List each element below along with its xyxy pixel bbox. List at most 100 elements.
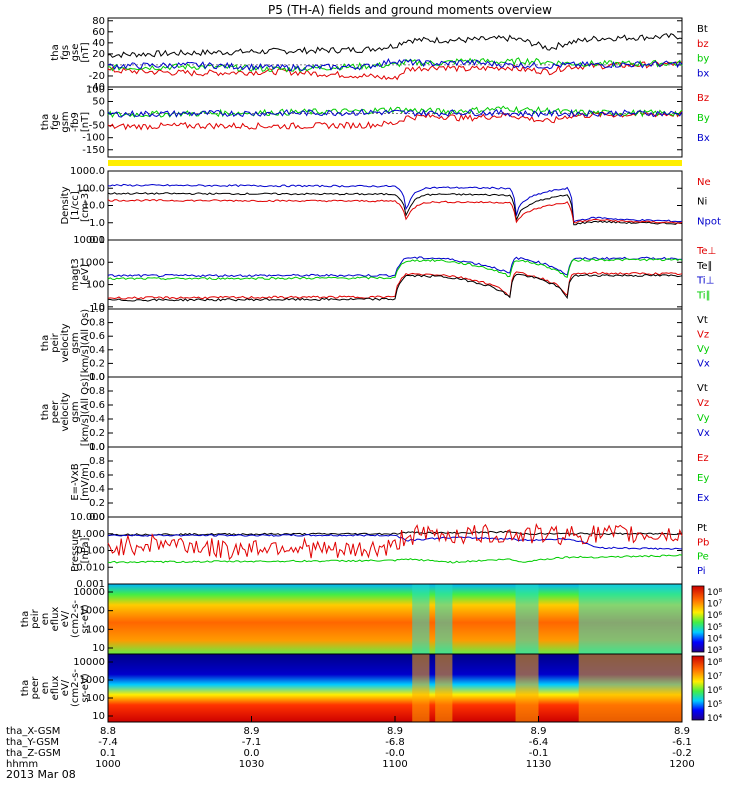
ylabel-line: gsm — [70, 332, 81, 353]
y-tick-label: -50 — [89, 121, 105, 132]
series-line-Bx — [107, 108, 683, 118]
ylabel-line: E=-VxB — [70, 463, 81, 500]
legend-entry: Bx — [697, 133, 710, 144]
legend-entry: bz — [697, 39, 709, 50]
ylabel-line: [km/s](All Qs) — [80, 378, 91, 446]
y-tick-label: 1000 — [80, 675, 105, 686]
legend-entry: Vx — [697, 428, 710, 439]
legend-entry: Vt — [697, 315, 708, 326]
y-tick-label: 0.1 — [89, 235, 105, 246]
series-line-Pb — [107, 522, 683, 561]
ylabel-line: fge — [50, 114, 61, 130]
ylabel-line: eflux — [50, 676, 61, 701]
y-tick-label: -100 — [82, 133, 105, 144]
y-tick-label: 0.4 — [89, 484, 105, 495]
colorbar-tick-label: 10³ — [707, 646, 722, 656]
spectrogram-event — [412, 584, 430, 654]
y-tick-label: 10000 — [73, 587, 105, 598]
y-tick-label: 10000 — [73, 657, 105, 668]
y-tick-label: 100.0 — [76, 183, 105, 194]
ylabel-line: eV/ — [60, 679, 71, 696]
y-tick-label: 1.0 — [89, 218, 105, 229]
series-line-Bz — [107, 110, 683, 131]
x-axis-row-label: hhmm — [6, 759, 38, 770]
y-tick-label: 1000 — [80, 606, 105, 617]
y-tick-label: 0.0 — [89, 442, 105, 453]
y-tick-label: -20 — [89, 71, 105, 82]
y-tick-label: 0.6 — [89, 470, 105, 481]
panel-efield: E=-VxB[mV/m] 1.0 0.8 0.6 0.4 0.2 0.0 Ez Ey Ex — [70, 442, 709, 523]
legend-entry: by — [697, 54, 709, 65]
ylabel-line: magt3 — [70, 258, 81, 291]
x-axis-value: 8.8 — [100, 726, 116, 737]
date-label: 2013 Mar 08 — [6, 768, 76, 781]
y-tick-label: 0.4 — [89, 345, 105, 356]
legend-entry: Vt — [697, 383, 708, 394]
y-tick-label: 80 — [92, 16, 105, 27]
panel-pressure: Pressure[nPa] 10.000 1.000 0.100 0.010 0.001 P… — [70, 512, 709, 590]
y-tick-label: 1.0 — [89, 304, 105, 315]
legend-entry: bx — [697, 68, 709, 79]
x-axis-value: -0.2 — [672, 748, 692, 759]
ylabel-line: tha — [40, 335, 51, 351]
panel-frame — [107, 170, 683, 241]
y-tick-label: 0 — [99, 109, 105, 120]
series-line-Pe — [107, 554, 683, 564]
x-axis-value: -0.1 — [529, 748, 549, 759]
y-tick-label: 60 — [92, 27, 105, 38]
series-line-Bt — [107, 33, 683, 59]
ylabel-line: [nT] — [80, 42, 91, 62]
y-tick-label: 1.000 — [76, 529, 105, 540]
panel-frame — [107, 308, 683, 378]
colorbar — [691, 655, 705, 721]
legend-entry: Ni — [697, 197, 707, 208]
y-tick-label: 1000 — [80, 257, 105, 268]
figure-title: P5 (TH-A) fields and ground moments over… — [268, 3, 552, 17]
y-tick-label: 0.8 — [89, 456, 105, 467]
x-axis-value: -7.1 — [242, 737, 262, 748]
y-tick-label: 1.0 — [89, 372, 105, 383]
ylabel-line: tha — [40, 114, 51, 130]
y-tick-label: 10000 — [73, 235, 105, 246]
ylabel-line: [nT] — [80, 112, 91, 132]
ylabel-line: fgs — [60, 45, 71, 60]
x-axis-row-label: tha_Y-GSM — [6, 737, 59, 748]
spectrogram-event — [578, 654, 682, 722]
ylabel-line: eflux — [50, 607, 61, 632]
spectrogram-event — [515, 584, 539, 654]
x-axis-value: 8.9 — [531, 726, 547, 737]
x-axis-value: 1200 — [669, 759, 694, 770]
legend-entry: Vy — [697, 344, 710, 355]
y-tick-label: 100 — [86, 693, 105, 704]
legend-entry: Ez — [697, 453, 709, 464]
spectrogram-event — [515, 654, 539, 722]
series-line-bz — [107, 60, 683, 81]
yellow-status-bar — [108, 160, 682, 166]
colorbar-tick-label: 10⁶ — [707, 686, 722, 696]
ylabel-line: velocity — [60, 323, 71, 362]
ylabel-line: tha — [20, 680, 31, 696]
y-tick-label: 20 — [92, 49, 105, 60]
ylabel-line: peir — [30, 608, 41, 628]
ylabel-line: gsm — [70, 401, 81, 422]
ylabel-line: tha — [40, 404, 51, 420]
x-axis-value: -6.8 — [385, 737, 405, 748]
series-line-Ti∥ — [107, 258, 683, 281]
colorbar-tick-label: 10⁶ — [707, 611, 722, 621]
panel-density: Density[1/cc][cm-3] 1000.0 100.0 10.0 1.0 0.1… — [60, 166, 721, 246]
colorbar-tick-label: 10⁷ — [707, 600, 722, 610]
ylabel-line: peer — [50, 400, 61, 424]
panel-temperature: magt3[eV] 10000 1000 100 10 Te⊥ Te∥ Ti⊥ Ti∥ — [70, 235, 716, 313]
series-line-Ni — [107, 192, 683, 226]
x-axis-value: -7.4 — [98, 737, 118, 748]
legend-entry: Vz — [697, 330, 709, 341]
ylabel-line: tha — [20, 611, 31, 627]
series-line-bx — [107, 58, 683, 71]
x-axis-value: 0.1 — [100, 748, 116, 759]
ylabel-line: [1/cc] — [70, 191, 81, 220]
ylabel-line: gse — [70, 44, 81, 62]
panel-ylabel: thafgegsm-fb9[nT] — [40, 111, 91, 132]
